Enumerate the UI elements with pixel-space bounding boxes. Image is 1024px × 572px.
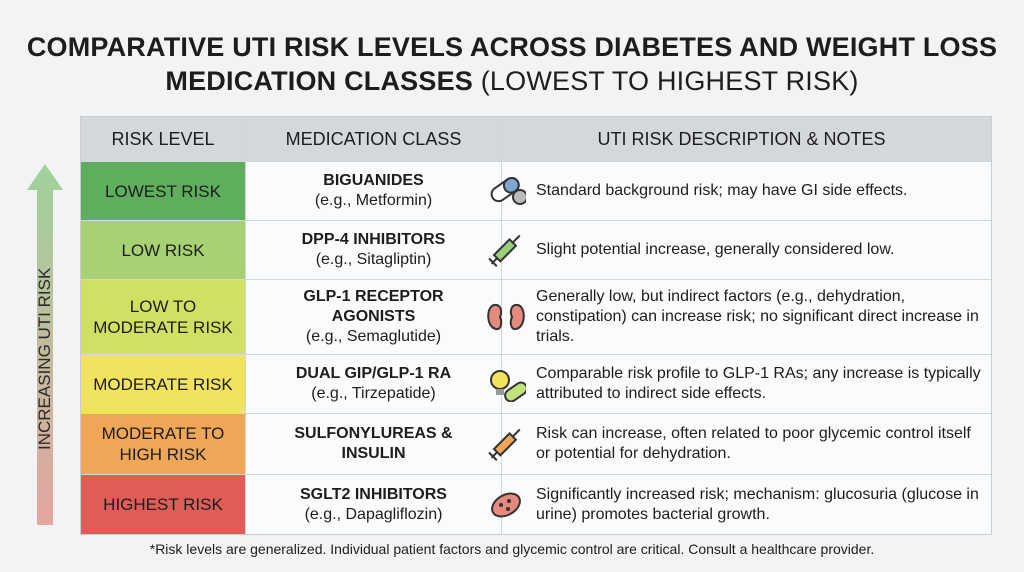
medication-class: SULFONYLUREAS & INSULIN <box>294 425 453 462</box>
medication-class: DPP-4 INHIBITORS <box>301 231 446 248</box>
icon <box>491 492 521 517</box>
medication-icon <box>482 426 530 462</box>
risk-level: MODERATE TO HIGH RISK <box>81 414 246 474</box>
description-cell: Risk can increase, often related to poor… <box>488 414 991 474</box>
description-cell: Comparable risk profile to GLP-1 RAs; an… <box>490 355 991 413</box>
icon <box>488 234 521 267</box>
risk-level: MODERATE RISK <box>81 355 246 413</box>
arrow-shape <box>27 164 63 525</box>
risk-description: Significantly increased risk; mechanism:… <box>536 485 979 523</box>
risk-arrow: INCREASING UTI RISK <box>27 164 63 525</box>
medication-icon <box>482 487 530 523</box>
risk-level: LOWEST RISK <box>81 162 246 220</box>
description-cell: Significantly increased risk; mechanism:… <box>491 475 991 534</box>
title: COMPARATIVE UTI RISK LEVELS ACROSS DIABE… <box>20 30 1004 98</box>
risk-description: Slight potential increase, generally con… <box>536 241 895 258</box>
icon <box>490 176 526 205</box>
medication-cell: SGLT2 INHIBITORS (e.g., Dapagliflozin) <box>246 475 502 534</box>
medication-cell: DPP-4 INHIBITORS (e.g., Sitagliptin) <box>246 221 502 279</box>
icon <box>488 428 521 461</box>
table-row: HIGHEST RISK SGLT2 INHIBITORS (e.g., Dapag… <box>81 474 991 534</box>
header-cell: UTI RISK DESCRIPTION & NOTES <box>597 129 886 149</box>
risk-description: Comparable risk profile to GLP-1 RAs; an… <box>536 365 981 402</box>
risk-description: Generally low, but indirect factors (e.g… <box>536 288 979 345</box>
icon <box>490 370 526 402</box>
table-row: MODERATE TO HIGH RISK SULFONYLUREAS & INS… <box>81 413 991 474</box>
medication-cell: DUAL GIP/GLP-1 RA (e.g., Tirzepatide) <box>246 355 502 413</box>
medication-example: (e.g., Metformin) <box>314 192 433 209</box>
header-cell: RISK LEVEL <box>81 117 246 161</box>
risk-description: Standard background risk; may have GI si… <box>536 182 908 199</box>
title-main: COMPARATIVE UTI RISK LEVELS ACROSS DIABE… <box>26 32 998 96</box>
table: RISK LEVEL MEDICATION CLASS UTI RISK DES… <box>80 116 992 535</box>
medication-example: (e.g., Sitagliptin) <box>315 251 432 268</box>
footnote: *Risk levels are generalized. Individual… <box>149 541 875 557</box>
risk-description: Risk can increase, often related to poor… <box>536 425 971 462</box>
medication-class: DUAL GIP/GLP-1 RA <box>295 365 452 382</box>
side-label: INCREASING UTI RISK <box>35 267 54 450</box>
medication-example: (e.g., Dapagliflozin) <box>304 505 443 523</box>
medication-class: SGLT2 INHIBITORS <box>300 485 447 503</box>
description-cell: Standard background risk; may have GI si… <box>490 162 991 220</box>
risk-level: LOW TO MODERATE RISK <box>81 280 246 354</box>
medication-cell: BIGUANIDES (e.g., Metformin) <box>246 162 502 220</box>
table-row: MODERATE RISK DUAL GIP/GLP-1 RA (e.g., Tir… <box>81 354 991 413</box>
table-row: LOW TO MODERATE RISK GLP-1 RECEPTOR AGONI… <box>81 279 991 354</box>
medication-example: (e.g., Semaglutide) <box>305 328 442 345</box>
table-row: LOW RISK DPP-4 INHIBITORS (e.g., Sitaglipt… <box>81 220 991 279</box>
medication-class: GLP-1 RECEPTOR AGONISTS <box>303 288 444 325</box>
medication-icon <box>482 299 530 335</box>
header-cell: MEDICATION CLASS <box>246 117 502 161</box>
header-row: RISK LEVEL MEDICATION CLASS UTI RISK DES… <box>81 117 991 161</box>
medication-cell: SULFONYLUREAS & INSULIN <box>246 414 502 474</box>
description-cell: Slight potential increase, generally con… <box>488 221 991 279</box>
medication-icon <box>482 232 530 268</box>
description-cell: Generally low, but indirect factors (e.g… <box>487 280 991 354</box>
table-row: LOWEST RISK BIGUANIDES (e.g., Metformin) St… <box>81 161 991 220</box>
risk-level: HIGHEST RISK <box>81 475 246 534</box>
title-qualifier: (LOWEST TO HIGHEST RISK) <box>480 66 859 96</box>
icon <box>487 303 525 331</box>
medication-example: (e.g., Tirzepatide) <box>311 385 436 402</box>
medication-cell: GLP-1 RECEPTOR AGONISTS (e.g., Semaglutid… <box>246 280 502 354</box>
risk-level: LOW RISK <box>81 221 246 279</box>
medication-icon <box>482 173 530 209</box>
medication-icon <box>482 366 530 402</box>
medication-class: BIGUANIDES <box>323 172 424 189</box>
